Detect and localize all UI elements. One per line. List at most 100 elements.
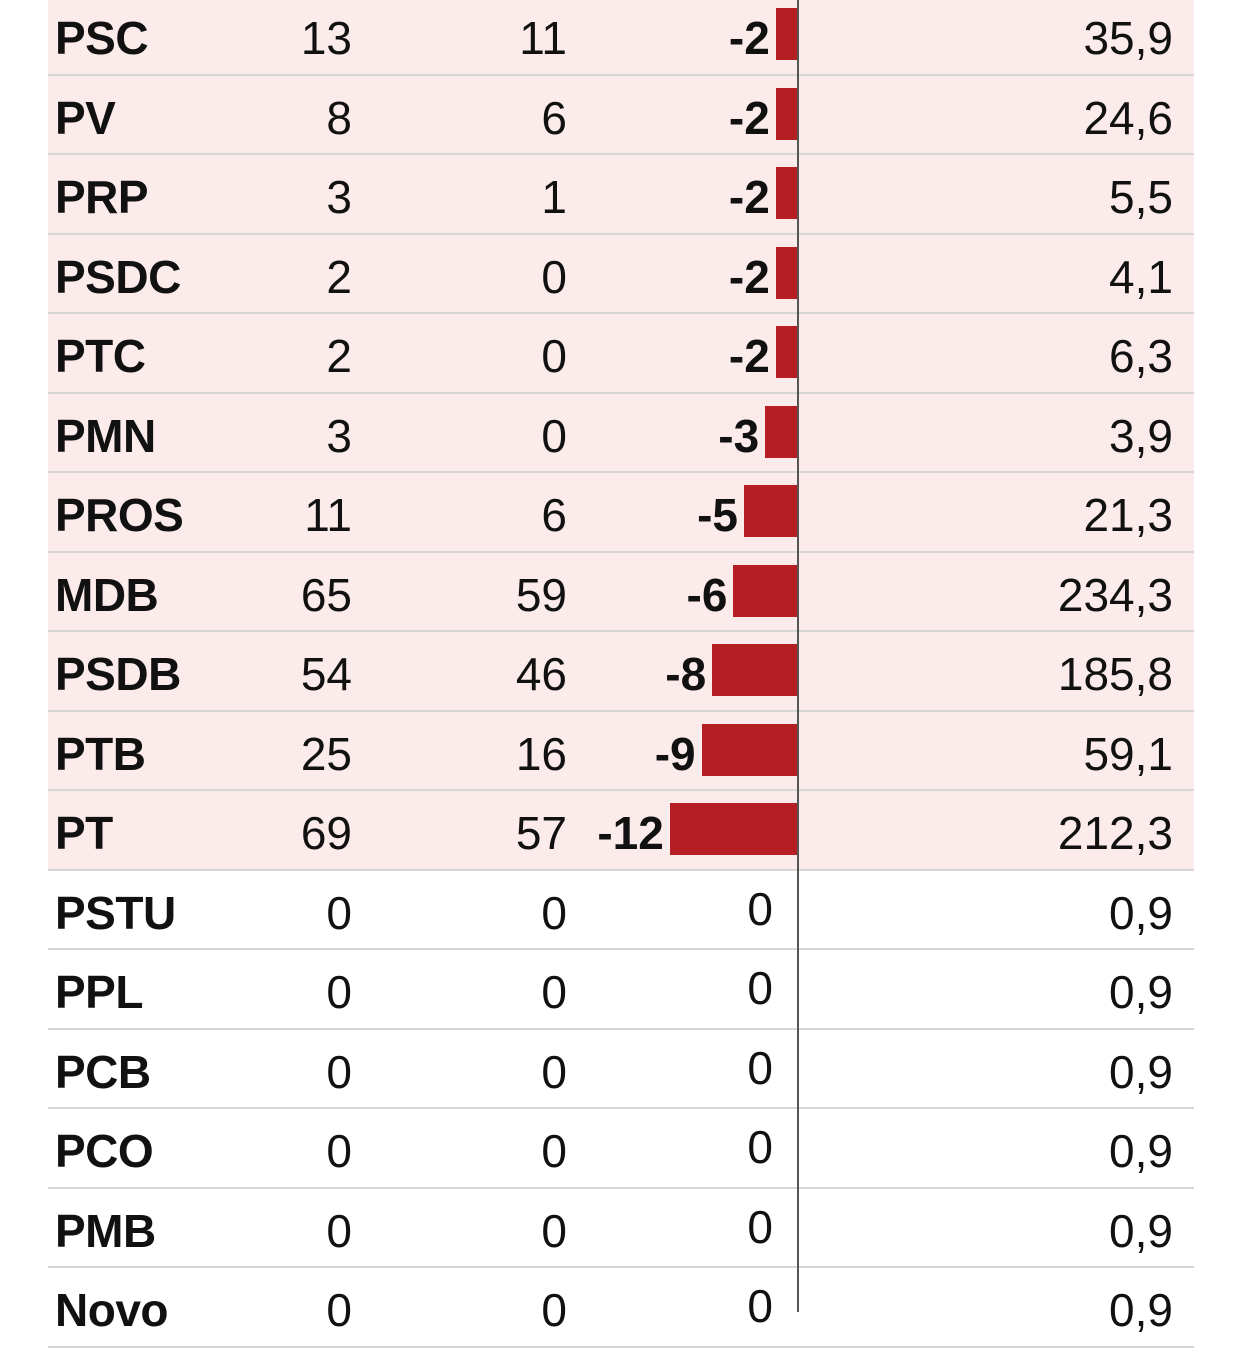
- seats-after: 0: [541, 409, 567, 462]
- seats-after: 0: [541, 1204, 567, 1257]
- change-label: -12: [597, 807, 664, 859]
- fund-value: 21,3: [1083, 489, 1173, 541]
- fund-value: 6,3: [1109, 330, 1173, 382]
- table-row: PRP 3 1 -2 5,5: [48, 155, 1194, 235]
- fund-value: 3,9: [1109, 409, 1173, 462]
- party-name: PSTU: [55, 886, 176, 939]
- change-label: -2: [728, 171, 770, 223]
- change-bar: [669, 803, 797, 855]
- fund-value: 35,9: [1083, 12, 1173, 64]
- seats-after: 0: [541, 250, 567, 303]
- seats-before: 3: [326, 171, 352, 223]
- zero-axis-line: [797, 0, 799, 1312]
- seats-before: 25: [300, 727, 352, 780]
- party-table: PSC 13 11 -2 35,9 PV 8 6 -2 24,6 PRP 3 1 -2 5,5 PSDC 2 0-…: [48, 0, 1194, 1348]
- fund-value: 0,9: [1109, 1125, 1173, 1177]
- fund-value: 24,6: [1083, 91, 1173, 144]
- seats-after: 1: [541, 171, 567, 223]
- change-label: -2: [728, 91, 770, 144]
- change-label: -2: [728, 12, 770, 64]
- change-bar: [733, 564, 797, 617]
- party-name: PSDB: [55, 648, 181, 700]
- seats-before: 0: [326, 1284, 352, 1336]
- party-name: PTB: [55, 727, 146, 780]
- table-row: Novo 0 0 0 0,9: [48, 1268, 1194, 1348]
- table-row: PSDB 54 46 -8 185,8: [48, 632, 1194, 712]
- party-name: PSDC: [55, 250, 181, 303]
- seats-before: 3: [326, 409, 352, 462]
- change-label: -2: [728, 250, 770, 303]
- table-row: PCB 0 0 0 0,9: [48, 1030, 1194, 1109]
- seats-before: 0: [326, 886, 352, 939]
- change-bar: [775, 87, 797, 140]
- party-name: MDB: [55, 568, 159, 621]
- change-bar: [775, 8, 797, 60]
- change-label: 0: [747, 882, 773, 935]
- table-row: PROS 11 6 -5 21,3: [48, 473, 1194, 553]
- table-row: PT 69 57 -12 212,3: [48, 791, 1194, 871]
- seats-after: 0: [541, 1125, 567, 1177]
- party-name: PMN: [55, 409, 156, 462]
- seats-before: 0: [326, 966, 352, 1018]
- seats-before: 0: [326, 1204, 352, 1257]
- change-bar: [701, 723, 797, 776]
- change-label: -3: [718, 409, 760, 462]
- seats-after: 0: [541, 330, 567, 382]
- seats-after: 16: [515, 727, 567, 780]
- table-row: PMB 0 0 0 0,9: [48, 1189, 1194, 1268]
- seats-after: 0: [541, 886, 567, 939]
- seats-before: 8: [326, 91, 352, 144]
- table-row: MDB 65 59 -6 234,3: [48, 552, 1194, 632]
- seats-after: 59: [515, 568, 567, 621]
- change-label: -9: [654, 727, 696, 780]
- table-row: PMN 3 0 -3 3,9: [48, 393, 1194, 473]
- seats-after: 11: [519, 12, 567, 64]
- seats-before: 2: [326, 250, 352, 303]
- change-label: -5: [697, 489, 738, 541]
- seats-after: 0: [541, 1284, 567, 1336]
- table-row: PSTU 0 0 0 0,9: [48, 871, 1194, 950]
- change-label: -2: [728, 330, 770, 382]
- fund-value: 234,3: [1057, 568, 1173, 621]
- change-bar: [775, 167, 797, 219]
- seats-after: 6: [541, 489, 567, 541]
- party-name: Novo: [55, 1284, 169, 1336]
- table-row: PSC 13 11 -2 35,9: [48, 0, 1194, 76]
- seats-before: 54: [300, 648, 352, 700]
- change-bar: [744, 485, 797, 537]
- change-label: 0: [747, 962, 773, 1014]
- seats-after: 46: [515, 648, 567, 700]
- fund-value: 59,1: [1083, 727, 1173, 780]
- seats-before: 2: [326, 330, 352, 382]
- fund-value: 4,1: [1109, 250, 1173, 303]
- party-name: PSC: [55, 12, 149, 64]
- fund-value: 212,3: [1057, 807, 1173, 859]
- seats-before: 0: [326, 1045, 352, 1098]
- seats-before: 69: [300, 807, 352, 859]
- seats-before: 11: [304, 489, 352, 541]
- change-label: 0: [747, 1200, 773, 1253]
- table-row: PTB 25 16 -9 59,1: [48, 711, 1194, 791]
- fund-value: 0,9: [1109, 886, 1173, 939]
- party-name: PPL: [55, 966, 143, 1018]
- seats-after: 0: [541, 966, 567, 1018]
- fund-value: 5,5: [1109, 171, 1173, 223]
- seats-after: 0: [541, 1045, 567, 1098]
- party-name: PMB: [55, 1204, 156, 1257]
- change-label: 0: [747, 1121, 773, 1173]
- fund-value: 0,9: [1109, 1284, 1173, 1336]
- seats-after: 57: [515, 807, 567, 859]
- seats-before: 65: [300, 568, 352, 621]
- change-bar: [765, 405, 797, 458]
- seats-before: 13: [300, 12, 352, 64]
- seats-after: 6: [541, 91, 567, 144]
- table-row: PTC 2 0 -2 6,3: [48, 314, 1194, 394]
- fund-value: 0,9: [1109, 966, 1173, 1018]
- party-name: PV: [55, 91, 116, 144]
- party-name: PT: [55, 807, 113, 859]
- seats-before: 0: [326, 1125, 352, 1177]
- table-row: PV 8 6 -2 24,6: [48, 75, 1194, 155]
- party-name: PTC: [55, 330, 146, 382]
- change-label: 0: [747, 1041, 773, 1094]
- change-label: -8: [665, 648, 707, 700]
